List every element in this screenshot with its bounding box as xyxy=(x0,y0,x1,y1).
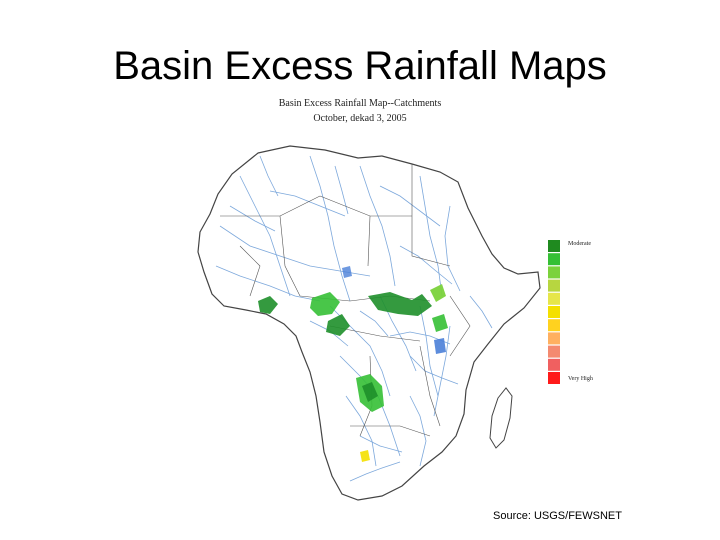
catchment-cameroon xyxy=(326,314,350,336)
catchment-blue-east xyxy=(434,338,446,354)
legend-top-label: Moderate xyxy=(568,241,591,247)
legend-swatch xyxy=(548,240,560,252)
source-credit: Source: USGS/FEWSNET xyxy=(493,510,622,522)
legend-swatch xyxy=(548,292,560,305)
madagascar-landmass xyxy=(489,387,513,449)
legend xyxy=(548,240,560,384)
legend-swatch xyxy=(548,306,560,318)
excess-rainfall-catchments xyxy=(258,266,448,462)
legend-swatch xyxy=(548,319,560,332)
map-panel: Basin Excess Rainfall Map--Catchments Oc… xyxy=(120,96,600,534)
catchment-lake-victoria xyxy=(432,314,448,332)
catchment-sahel-blue xyxy=(342,266,352,278)
africa-map xyxy=(197,145,560,501)
catchment-central-belt xyxy=(368,292,432,316)
catchment-south-yellow xyxy=(360,450,370,462)
catchment-west-africa xyxy=(258,296,278,314)
legend-swatch xyxy=(548,345,560,358)
catchment-upper-nile xyxy=(430,284,446,302)
legend-swatch xyxy=(548,279,560,292)
catchment-angola-dark xyxy=(362,382,378,402)
africa-landmass xyxy=(197,145,541,501)
slide-title: Basin Excess Rainfall Maps xyxy=(113,44,607,88)
map-title: Basin Excess Rainfall Map--Catchments xyxy=(278,98,442,109)
catchment-nigeria xyxy=(310,292,340,316)
legend-swatch xyxy=(548,372,560,384)
legend-swatch xyxy=(548,266,560,279)
legend-swatch xyxy=(548,253,560,266)
legend-swatch xyxy=(548,358,560,371)
country-borders xyxy=(220,164,471,437)
map-subtitle: October, dekad 3, 2005 xyxy=(313,113,407,124)
legend-swatch xyxy=(548,332,560,345)
legend-bottom-label: Very High xyxy=(568,376,593,382)
